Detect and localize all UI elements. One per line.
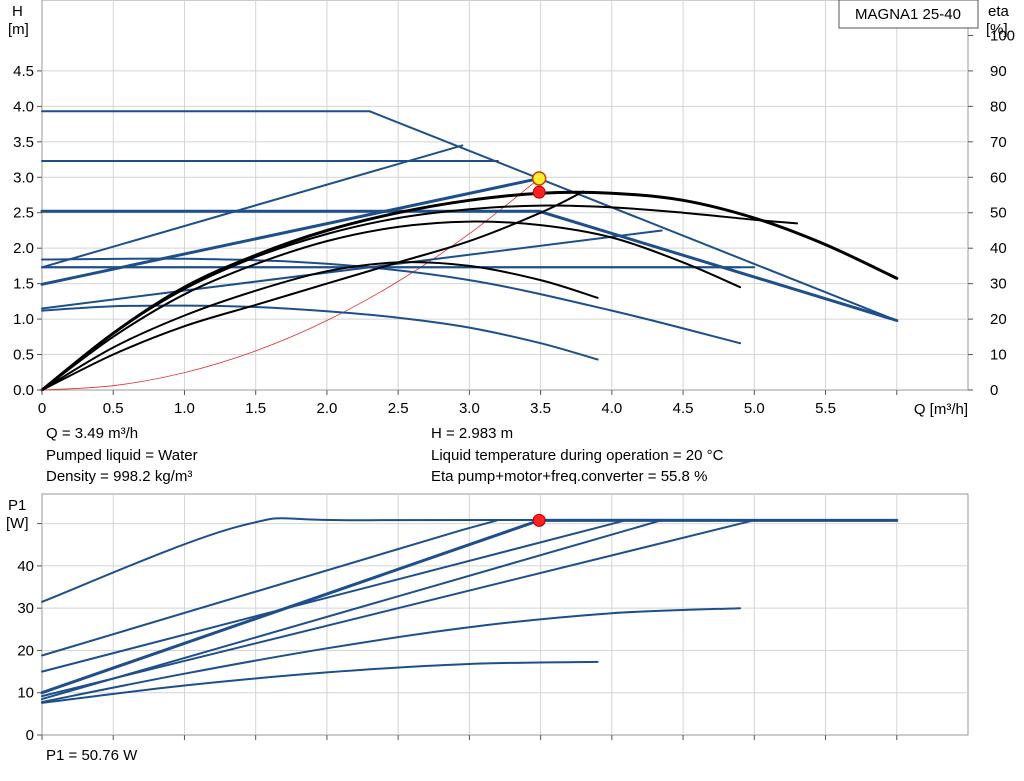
qh-ticks: 0 0.5 1.0 1.5 2.0 2.5 3.0 3.5 4.0 4.5 5.0 5.5 0.0 0.5… (13, 27, 1015, 417)
power-curve (41, 519, 756, 698)
eta-curve (41, 204, 798, 391)
p1-tick-label: 0 (26, 727, 34, 744)
p1-tick-label: 30 (17, 600, 34, 617)
head-curve (40, 209, 899, 322)
eta-axis-unit: [%] (986, 21, 1008, 38)
duty-point (531, 171, 547, 186)
liquid-temperature: Liquid temperature during operation = 20… (431, 447, 724, 464)
eta-tick-label: 50 (990, 205, 1007, 222)
q-tick-label: 3.5 (530, 400, 551, 417)
eta-tick-label: 20 (990, 311, 1007, 328)
power-ticks: 0 10 20 30 40 (17, 523, 898, 744)
head-readout: H = 2.983 m (431, 425, 514, 442)
eta-curve (41, 261, 599, 391)
eta-operating-point (532, 185, 546, 199)
p1-tick-label: 20 (17, 642, 34, 659)
h-tick-label: 3.0 (13, 169, 34, 186)
q-axis-label: Q [m³/h] (914, 401, 968, 418)
p1-axis-unit: [W] (6, 515, 29, 532)
pumped-liquid: Pumped liquid = Water (46, 447, 198, 464)
model-label-box (838, 0, 979, 29)
power-curve (41, 519, 628, 673)
h-tick-label: 2.5 (13, 205, 34, 222)
h-tick-label: 0.0 (13, 382, 34, 399)
power-readout: P1 = 50.76 W (46, 747, 138, 764)
power-grid (42, 494, 968, 735)
flow-readout: Q = 3.49 m³/h (46, 425, 139, 442)
q-tick-label: 4.5 (673, 400, 694, 417)
power-curve (41, 607, 742, 703)
q-tick-label: 3.0 (459, 400, 480, 417)
head-curve (41, 304, 599, 361)
p1-axis-label: P1 (8, 497, 26, 514)
h-axis-unit: [m] (8, 21, 29, 38)
h-tick-label: 0.5 (13, 347, 34, 364)
q-tick-label: 0 (38, 400, 46, 417)
model-label: MAGNA1 25-40 (855, 6, 961, 23)
power-plot-frame (41, 493, 969, 736)
eta-tick-label: 90 (990, 63, 1007, 80)
q-tick-label: 0.5 (103, 400, 124, 417)
eta-tick-label: 100 (990, 27, 1015, 44)
qh-grid (42, 0, 968, 390)
h-tick-label: 3.5 (13, 134, 34, 151)
q-tick-label: 1.0 (174, 400, 195, 417)
eta-curve (40, 190, 899, 392)
h-tick-label: 1.5 (13, 276, 34, 293)
eta-curve (41, 190, 585, 391)
q-tick-label: 5.5 (815, 400, 836, 417)
q-tick-label: 5.0 (744, 400, 765, 417)
eta-curve (41, 220, 742, 391)
eta-tick-label: 0 (990, 382, 998, 399)
power-operating-point (532, 513, 546, 527)
eta-tick-label: 70 (990, 134, 1007, 151)
h-tick-label: 1.0 (13, 311, 34, 328)
eta-axis-label: eta (988, 3, 1010, 20)
power-curves (40, 513, 899, 704)
power-curve (41, 660, 599, 704)
qh-chart: 0 0.5 1.0 1.5 2.0 2.5 3.0 3.5 4.0 4.5 5.0 5.5 0.0 0.5… (8, 0, 1015, 418)
head-curve (41, 229, 663, 310)
system-curve (41, 178, 540, 391)
eta-tick-label: 10 (990, 347, 1007, 364)
eta-tick-label: 60 (990, 169, 1007, 186)
power-curve (41, 519, 499, 657)
q-tick-label: 2.0 (316, 400, 337, 417)
h-tick-label: 2.0 (13, 240, 34, 257)
h-axis-label: H (12, 3, 23, 20)
efficiency-readout: Eta pump+motor+freq.converter = 55.8 % (431, 468, 708, 485)
density-readout: Density = 998.2 kg/m³ (46, 468, 193, 485)
q-tick-label: 1.5 (245, 400, 266, 417)
eta-tick-label: 80 (990, 98, 1007, 115)
power-chart: 0 10 20 30 40 P1 [W] (6, 493, 969, 744)
p1-tick-label: 10 (17, 685, 34, 702)
qh-curves (40, 110, 899, 392)
h-tick-label: 4.0 (13, 98, 34, 115)
head-curve (41, 144, 464, 269)
p1-tick-label: 40 (17, 558, 34, 575)
head-curve (41, 257, 742, 345)
h-tick-label: 4.5 (13, 63, 34, 80)
eta-tick-label: 40 (990, 240, 1007, 257)
power-curve (41, 519, 663, 701)
head-curve (41, 110, 898, 322)
eta-tick-label: 30 (990, 276, 1007, 293)
q-tick-label: 2.5 (388, 400, 409, 417)
q-tick-label: 4.0 (601, 400, 622, 417)
